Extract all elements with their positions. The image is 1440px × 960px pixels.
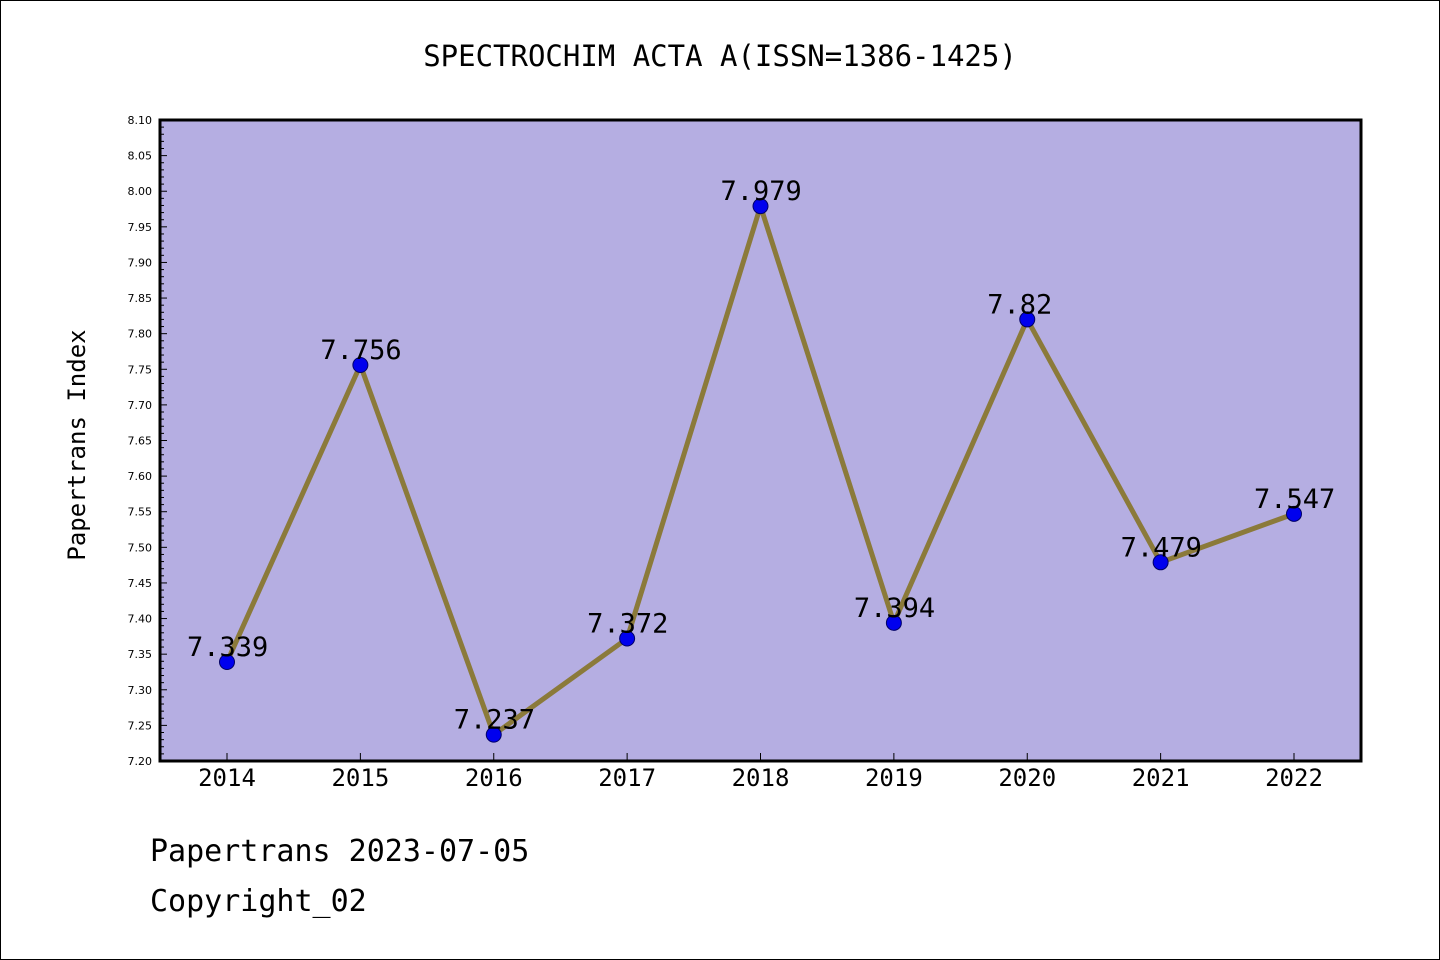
- data-label: 7.339: [187, 632, 268, 663]
- x-axis-ticks: 2014 2015 2016 2017 2018 2019 2020 2021 2022: [198, 753, 1323, 792]
- y-tick-label: 8.10: [128, 114, 153, 127]
- footer-date: Papertrans 2023-07-05: [150, 834, 530, 869]
- series-layer: 7.339 7.756 7.237 7.372 7.979 7.394 7.82 7.479 7…: [187, 176, 1335, 743]
- data-point: [752, 198, 769, 215]
- data-point: [1286, 505, 1302, 522]
- x-tick-label: 2018: [732, 764, 790, 792]
- y-tick-label: 7.60: [128, 470, 153, 483]
- x-tick-label: 2022: [1265, 764, 1323, 792]
- x-tick-label: 2015: [331, 764, 389, 792]
- y-tick-label: 7.85: [128, 292, 153, 305]
- data-point: [352, 357, 369, 374]
- y-tick-label: 7.95: [128, 221, 153, 234]
- y-axis-label: Papertrans Index: [63, 329, 91, 560]
- data-label: 7.372: [587, 608, 668, 639]
- y-tick-label: 7.35: [128, 648, 153, 661]
- y-tick-label: 7.30: [128, 684, 153, 697]
- y-tick-label: 7.25: [128, 719, 153, 732]
- x-tick-label: 2019: [865, 764, 923, 792]
- chart-title: SPECTROCHIM ACTA A(ISSN=1386-1425): [423, 39, 1017, 73]
- data-label: 7.756: [320, 335, 401, 366]
- x-tick-label: 2014: [198, 764, 256, 792]
- y-tick-label: 7.90: [128, 256, 153, 269]
- data-point: [219, 654, 235, 671]
- data-label: 7.394: [854, 593, 935, 624]
- data-label: 7.547: [1254, 484, 1335, 515]
- x-tick-label: 2016: [465, 764, 523, 792]
- data-point: [1019, 311, 1036, 328]
- y-tick-label: 8.05: [128, 150, 153, 163]
- x-tick-label: 2020: [998, 764, 1056, 792]
- data-point: [885, 614, 902, 631]
- y-tick-label: 7.55: [128, 506, 153, 519]
- x-tick-label: 2021: [1132, 764, 1190, 792]
- data-label: 7.479: [1121, 532, 1202, 563]
- data-point: [1152, 554, 1169, 571]
- data-label: 7.82: [987, 289, 1052, 320]
- y-tick-label: 7.50: [128, 541, 153, 554]
- y-tick-label: 8.00: [128, 185, 153, 198]
- y-tick-label: 7.40: [128, 613, 153, 626]
- y-tick-label: 7.20: [128, 755, 153, 768]
- y-tick-label: 7.65: [128, 435, 153, 448]
- data-label: 7.237: [454, 705, 535, 736]
- data-point: [485, 726, 502, 743]
- y-tick-label: 7.70: [128, 399, 153, 412]
- x-tick-label: 2017: [598, 764, 656, 792]
- y-tick-label: 7.80: [128, 328, 153, 341]
- plot-area: [158, 118, 1363, 763]
- y-axis-ticks: 7.20 7.25 7.30 7.35 7.40 7.45 7.50 7.55 7.60 7.65…: [128, 114, 167, 768]
- data-label: 7.979: [721, 176, 802, 207]
- data-point: [619, 630, 636, 647]
- y-tick-label: 7.45: [128, 577, 153, 590]
- footer-copyright: Copyright_02: [150, 884, 367, 919]
- y-tick-label: 7.75: [128, 363, 153, 376]
